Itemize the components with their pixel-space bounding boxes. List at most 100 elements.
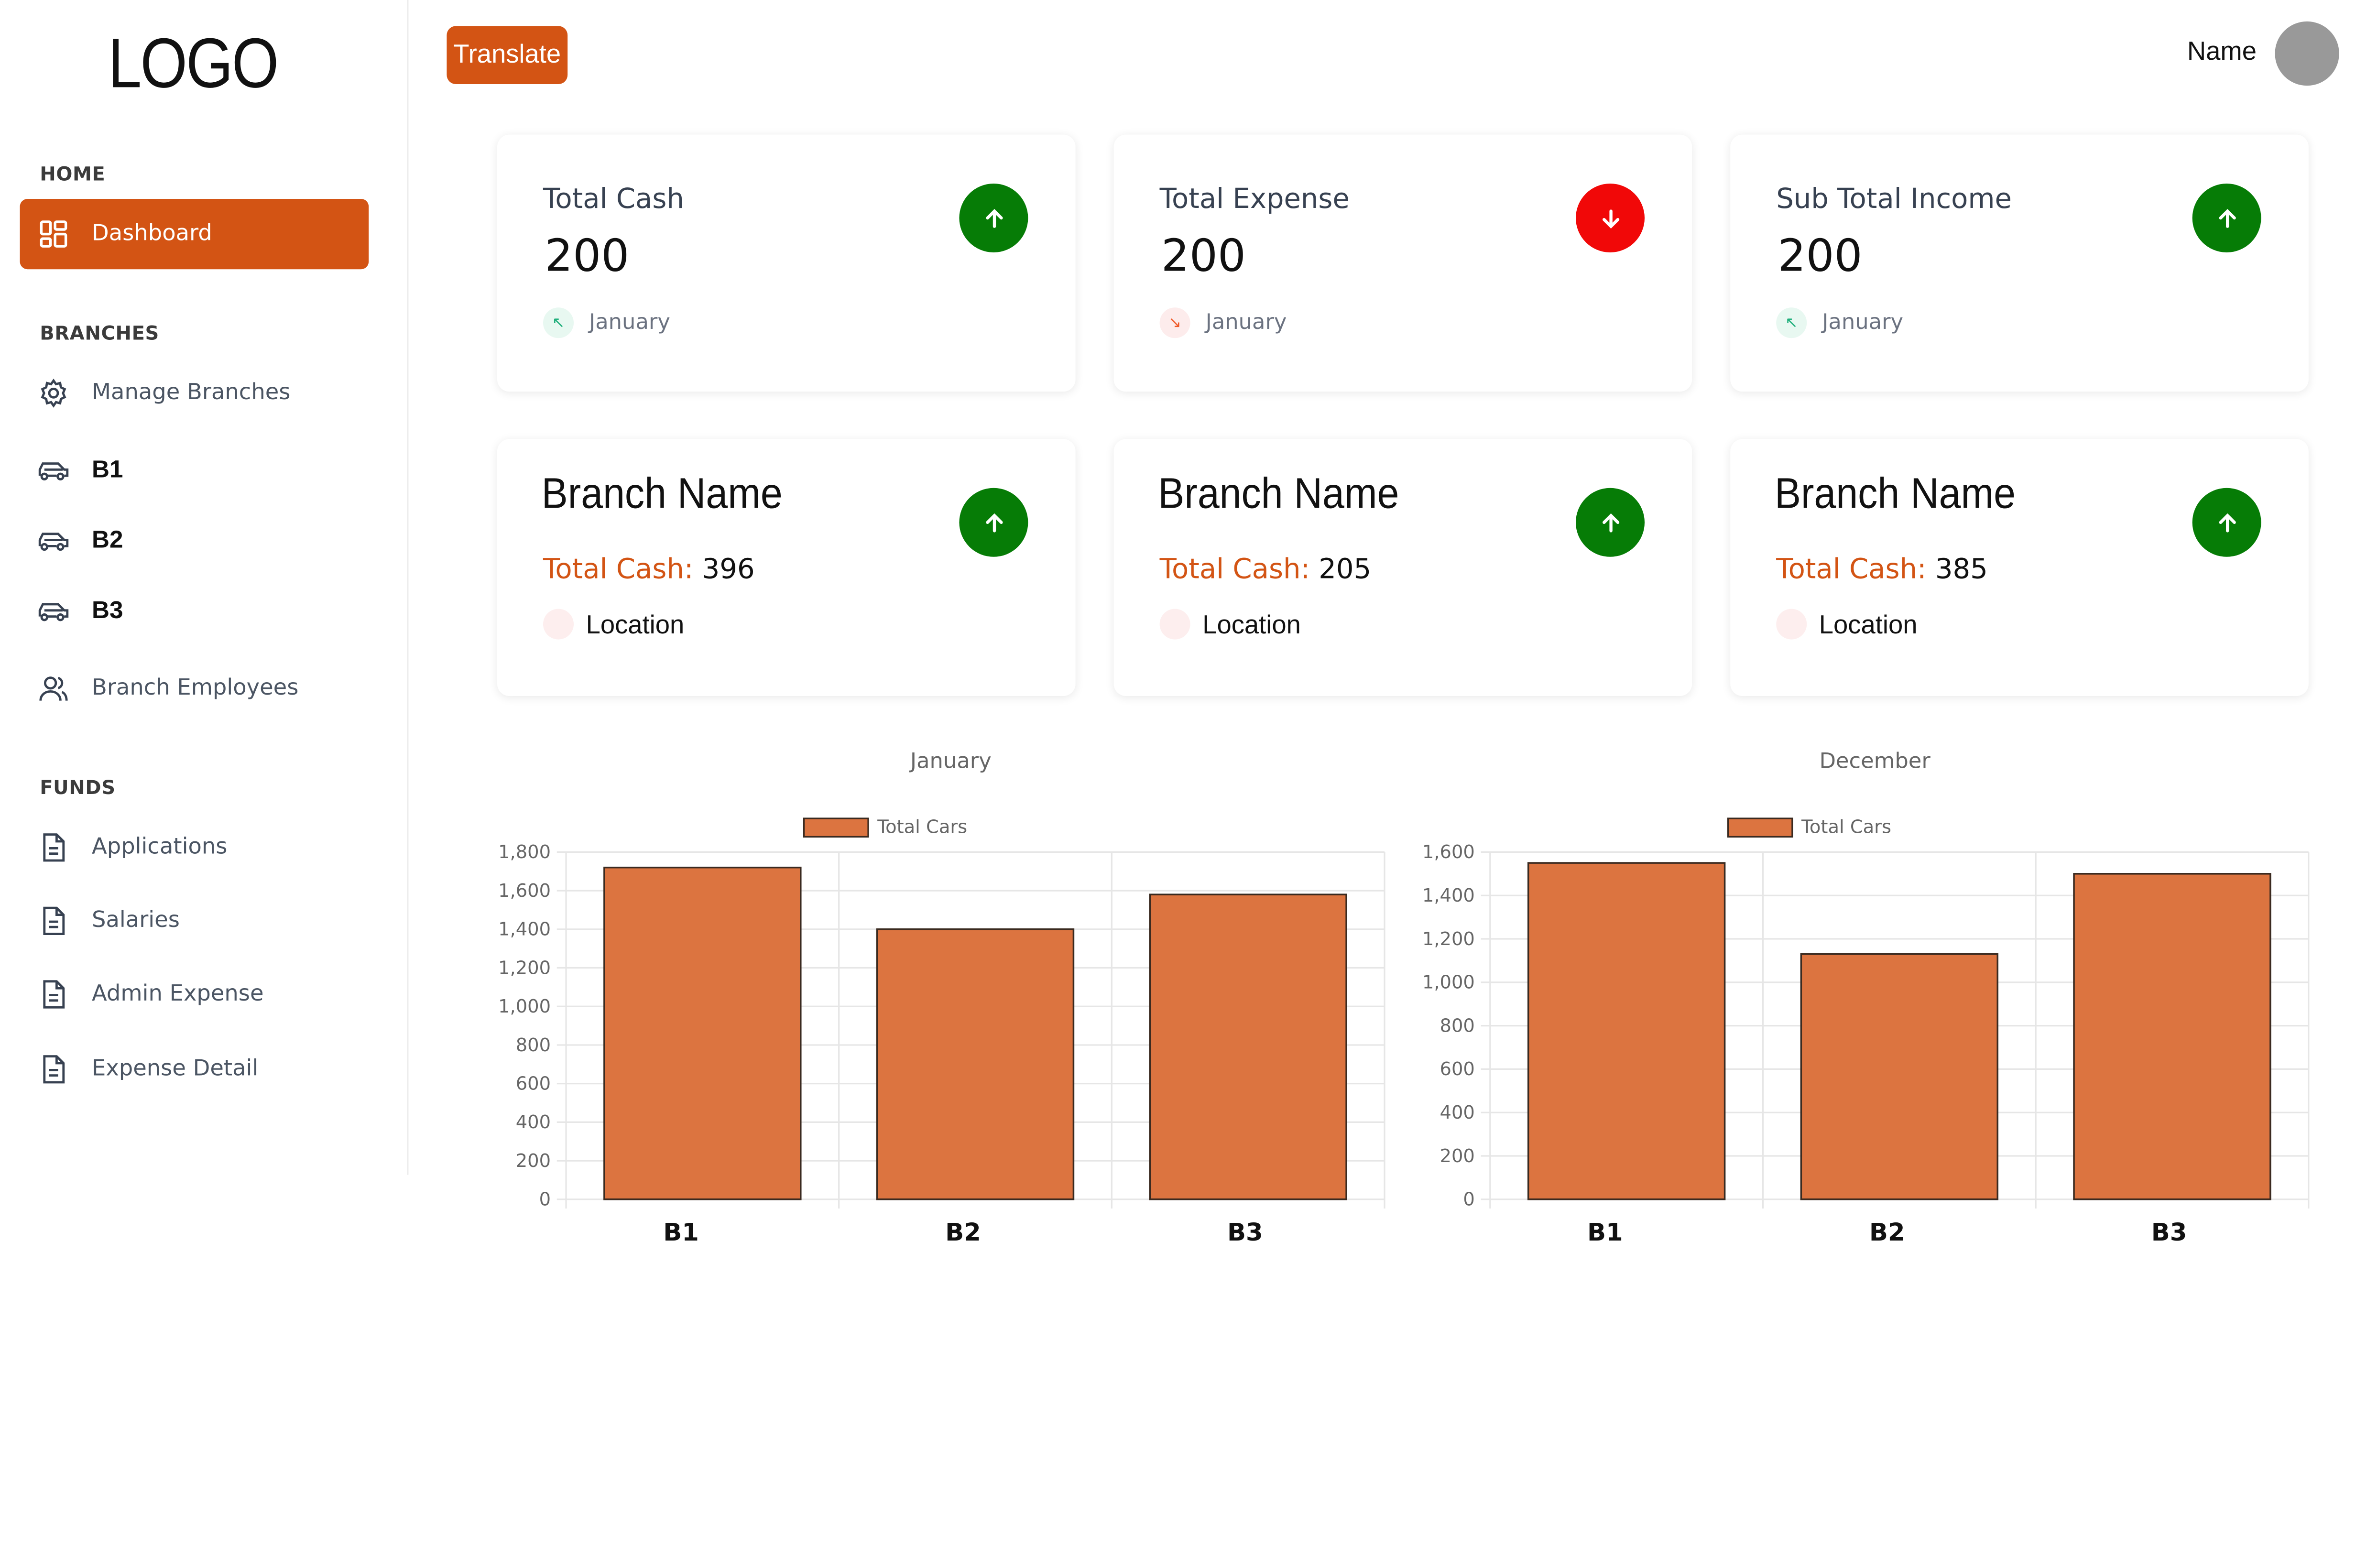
y-tick-label: 0	[539, 1189, 551, 1210]
sidebar-item-label: B2	[92, 528, 123, 554]
y-tick-label: 600	[516, 1073, 551, 1094]
y-tick-label: 400	[516, 1111, 551, 1133]
arrow-up-icon[interactable]	[2192, 184, 2261, 252]
chart-title: December	[1819, 748, 1931, 773]
branch-card: Branch Name Total Cash: 205 Location	[1113, 439, 1692, 696]
sidebar-item-manage-branches[interactable]: Manage Branches	[20, 358, 369, 428]
sidebar-item-branch-employees[interactable]: Branch Employees	[20, 653, 369, 723]
branch-name: Branch Name	[541, 469, 783, 517]
document-icon	[37, 831, 70, 864]
sidebar-item-b3[interactable]: B3	[20, 577, 369, 647]
y-tick-label: 800	[1440, 1015, 1475, 1036]
legend-label: Total Cars	[877, 816, 967, 838]
sidebar-item-dashboard[interactable]: Dashboard	[20, 199, 369, 270]
sidebar-item-label: Dashboard	[92, 222, 212, 247]
sidebar-item-label: Applications	[92, 835, 228, 860]
y-tick-label: 200	[516, 1150, 551, 1172]
card-month: January	[1205, 310, 1287, 335]
users-icon	[37, 672, 70, 705]
card-value: 200	[1161, 229, 1246, 282]
document-icon	[37, 904, 70, 937]
y-tick-label: 800	[516, 1034, 551, 1056]
summary-card-total-cash: Total Cash 200 ↖ January	[497, 134, 1076, 392]
branch-total-cash: Total Cash: 205	[1160, 554, 1372, 586]
section-heading-branches: BRANCHES	[40, 321, 160, 344]
card-title: Sub Total Income	[1776, 184, 2012, 216]
sidebar-item-admin-expense[interactable]: Admin Expense	[20, 959, 369, 1029]
car-icon	[37, 595, 70, 629]
logo: LOGO	[108, 23, 279, 103]
y-tick-label: 1,600	[498, 880, 551, 902]
branch-location: Location	[1202, 610, 1301, 640]
arrow-up-icon[interactable]	[959, 184, 1028, 252]
total-cash-value: 385	[1935, 554, 1988, 586]
y-tick-label: 1,400	[1422, 885, 1475, 906]
gear-icon	[37, 376, 70, 410]
avatar[interactable]	[2275, 21, 2339, 86]
y-tick-label: 1,400	[498, 919, 551, 940]
trend-up-icon: ↖	[543, 307, 574, 338]
translate-button[interactable]: Translate	[447, 26, 568, 84]
legend-swatch	[1727, 817, 1793, 838]
y-tick-label: 200	[1440, 1145, 1475, 1167]
y-tick-label: 600	[1440, 1058, 1475, 1080]
card-value: 200	[1778, 229, 1863, 282]
arrow-up-icon[interactable]	[959, 488, 1028, 557]
branch-name: Branch Name	[1775, 469, 2016, 517]
branch-card: Branch Name Total Cash: 385 Location	[1730, 439, 2309, 696]
sidebar-item-label: B3	[92, 598, 123, 624]
bar	[1800, 953, 1999, 1200]
card-value: 200	[545, 229, 630, 282]
y-tick-label: 1,000	[498, 996, 551, 1017]
x-tick-label: B2	[1869, 1218, 1905, 1247]
sidebar-item-applications[interactable]: Applications	[20, 812, 369, 882]
branch-total-cash: Total Cash: 396	[543, 554, 755, 586]
sidebar-item-label: Salaries	[92, 908, 180, 933]
chart-december: December Total Cars 0 200 400 600 800 1,000 1,20…	[1422, 748, 2310, 1247]
branch-name: Branch Name	[1158, 469, 1399, 517]
section-heading-funds: FUNDS	[40, 775, 116, 799]
sidebar-item-label: Expense Detail	[92, 1057, 259, 1082]
arrow-down-icon[interactable]	[1576, 184, 1645, 252]
bar	[876, 928, 1075, 1200]
location-dot-icon	[1776, 609, 1807, 640]
card-title: Total Expense	[1159, 184, 1350, 216]
sidebar: LOGO HOME Dashboard BRANCHES Manage Bran…	[0, 0, 409, 1175]
bar	[1149, 893, 1347, 1200]
x-tick-label: B1	[663, 1218, 699, 1247]
total-cash-label: Total Cash:	[543, 554, 694, 586]
total-cash-value: 205	[1319, 554, 1372, 586]
section-heading-home: HOME	[40, 162, 106, 185]
y-tick-label: 1,000	[1422, 972, 1475, 993]
sidebar-item-expense-detail[interactable]: Expense Detail	[20, 1034, 369, 1104]
trend-up-icon: ↖	[1776, 307, 1807, 338]
legend-label: Total Cars	[1801, 816, 1891, 838]
bar	[1527, 862, 1726, 1200]
sidebar-item-salaries[interactable]: Salaries	[20, 886, 369, 956]
chart-january: January Total Cars 0 200 400 600 800 1,000 1,200…	[498, 748, 1385, 1247]
document-icon	[37, 978, 70, 1011]
summary-card-total-expense: Total Expense 200 ↘ January	[1113, 134, 1692, 392]
card-month: January	[1822, 310, 1904, 335]
car-icon	[37, 454, 70, 488]
branch-card: Branch Name Total Cash: 396 Location	[497, 439, 1076, 696]
x-tick-label: B3	[1227, 1218, 1263, 1247]
y-tick-label: 1,600	[1422, 841, 1475, 863]
total-cash-label: Total Cash:	[1776, 554, 1927, 586]
car-icon	[37, 525, 70, 558]
y-tick-label: 0	[1463, 1189, 1474, 1210]
sidebar-item-b2[interactable]: B2	[20, 506, 369, 577]
y-tick-label: 1,800	[498, 841, 551, 863]
location-dot-icon	[543, 609, 574, 640]
card-month: January	[589, 310, 670, 335]
arrow-up-icon[interactable]	[2192, 488, 2261, 557]
y-tick-label: 1,200	[1422, 928, 1475, 950]
arrow-up-icon[interactable]	[1576, 488, 1645, 557]
branch-location: Location	[1819, 610, 1918, 640]
location-dot-icon	[1159, 609, 1190, 640]
dashboard-grid-icon	[37, 217, 70, 250]
y-tick-label: 400	[1440, 1102, 1475, 1123]
sidebar-item-b1[interactable]: B1	[20, 436, 369, 506]
sidebar-item-label: Manage Branches	[92, 381, 291, 405]
branch-location: Location	[586, 610, 685, 640]
